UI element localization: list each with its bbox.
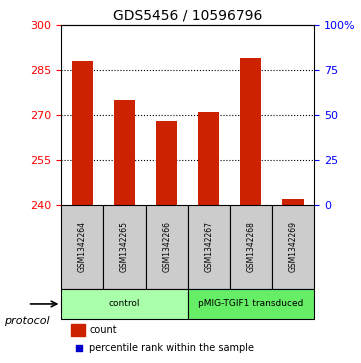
Text: GSM1342269: GSM1342269 [288,221,297,272]
Bar [72,61,93,205]
FancyBboxPatch shape [61,205,104,289]
Bar [71,324,86,336]
Bar [114,100,135,205]
Bar [156,121,177,205]
Title: GDS5456 / 10596796: GDS5456 / 10596796 [113,9,262,23]
FancyBboxPatch shape [104,205,145,289]
Point [76,345,82,351]
FancyBboxPatch shape [272,205,314,289]
Bar [198,112,219,205]
FancyBboxPatch shape [145,205,188,289]
Text: GSM1342266: GSM1342266 [162,221,171,272]
Text: GSM1342264: GSM1342264 [78,221,87,272]
Text: count: count [89,325,117,335]
FancyBboxPatch shape [188,205,230,289]
Text: protocol: protocol [4,316,49,326]
FancyBboxPatch shape [188,289,314,319]
Text: GSM1342267: GSM1342267 [204,221,213,272]
Text: pMIG-TGIF1 transduced: pMIG-TGIF1 transduced [198,299,304,309]
Bar [282,199,304,205]
Text: GSM1342265: GSM1342265 [120,221,129,272]
Text: GSM1342268: GSM1342268 [247,221,255,272]
Text: percentile rank within the sample: percentile rank within the sample [89,343,254,353]
Text: control: control [109,299,140,309]
Bar [240,58,261,205]
FancyBboxPatch shape [61,289,188,319]
FancyBboxPatch shape [230,205,272,289]
